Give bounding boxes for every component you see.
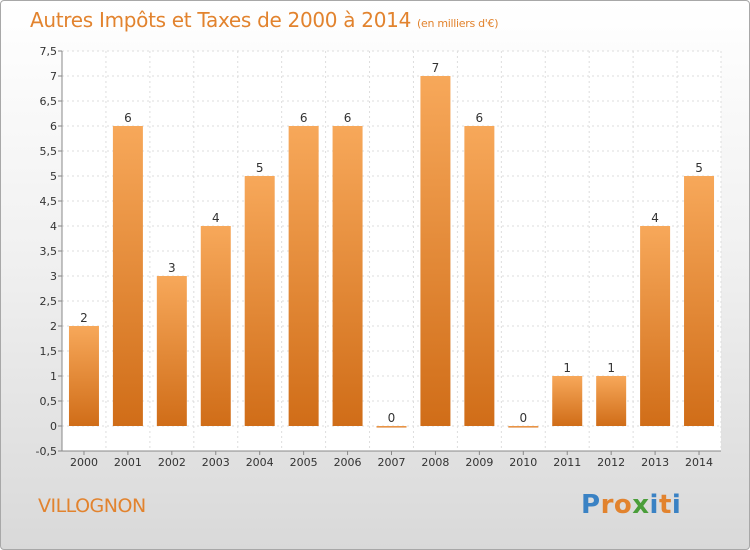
y-tick-label: 2,5 [40,295,58,308]
y-tick-label: 3,5 [40,245,58,258]
chart-title-text: Autres Impôts et Taxes de 2000 à 2014 [30,8,411,32]
x-tick-label: 2009 [465,456,493,469]
proxiti-logo: Proxiti [581,490,681,520]
bar [684,176,715,426]
bar-value-label: 1 [563,361,571,375]
y-tick-label: -0,5 [36,445,57,458]
x-tick-label: 2008 [421,456,449,469]
logo-letter: i [671,490,682,520]
x-tick-label: 2000 [70,456,98,469]
bar-value-label: 6 [344,111,352,125]
logo-letter: x [632,490,650,520]
bar [200,226,231,426]
bar-value-label: 0 [388,411,396,425]
x-tick-label: 2013 [641,456,669,469]
y-tick-label: 6 [50,120,57,133]
bar-value-label: 4 [651,211,659,225]
bar-value-label: 5 [256,161,264,175]
bar [332,126,363,426]
bar [420,76,451,426]
x-tick-label: 2003 [202,456,230,469]
bar-value-label: 6 [476,111,484,125]
y-tick-label: 0,5 [40,395,58,408]
y-tick-label: 3 [50,270,57,283]
logo-letter: r [600,490,614,520]
bar [596,376,627,426]
bar-value-label: 1 [607,361,615,375]
y-tick-label: 4,5 [40,195,58,208]
y-tick-label: 2 [50,320,57,333]
bar [640,226,671,426]
x-tick-label: 2012 [597,456,625,469]
bar-value-label: 6 [124,111,132,125]
x-tick-label: 2004 [246,456,274,469]
bar [244,176,275,426]
y-tick-label: 0 [50,420,57,433]
y-tick-label: 6,5 [40,95,58,108]
bar [68,326,99,426]
x-tick-label: 2002 [158,456,186,469]
bar-value-label: 4 [212,211,220,225]
bar-value-label: 3 [168,261,176,275]
y-tick-label: 4 [50,220,57,233]
bar [508,426,539,428]
x-tick-label: 2005 [290,456,318,469]
bar-value-label: 5 [695,161,703,175]
bar [376,426,407,428]
x-tick-label: 2007 [378,456,406,469]
y-tick-label: 5,5 [40,145,58,158]
bar-value-label: 6 [300,111,308,125]
bar-value-label: 7 [432,61,440,75]
x-tick-label: 2014 [685,456,713,469]
logo-letter: t [658,490,672,520]
bar-value-label: 2 [80,311,88,325]
logo-letter: o [613,490,633,520]
logo-letter: i [649,490,659,520]
bar [156,276,187,426]
bar [112,126,143,426]
chart-title: Autres Impôts et Taxes de 2000 à 2014 (en… [30,8,498,32]
bar-value-label: 0 [519,411,527,425]
y-tick-label: 7 [50,70,57,83]
logo-letter: P [581,490,601,520]
x-tick-label: 2010 [509,456,537,469]
commune-name: VILLOGNON [38,495,146,517]
y-tick-label: 1,5 [40,345,58,358]
y-tick-label: 5 [50,170,57,183]
chart-title-unit: (en milliers d'€) [417,17,499,30]
x-tick-label: 2006 [334,456,362,469]
y-tick-label: 7,5 [40,45,58,58]
bar [464,126,495,426]
bar [552,376,583,426]
x-tick-label: 2001 [114,456,142,469]
bar [288,126,319,426]
y-tick-label: 1 [50,370,57,383]
x-tick-label: 2011 [553,456,581,469]
